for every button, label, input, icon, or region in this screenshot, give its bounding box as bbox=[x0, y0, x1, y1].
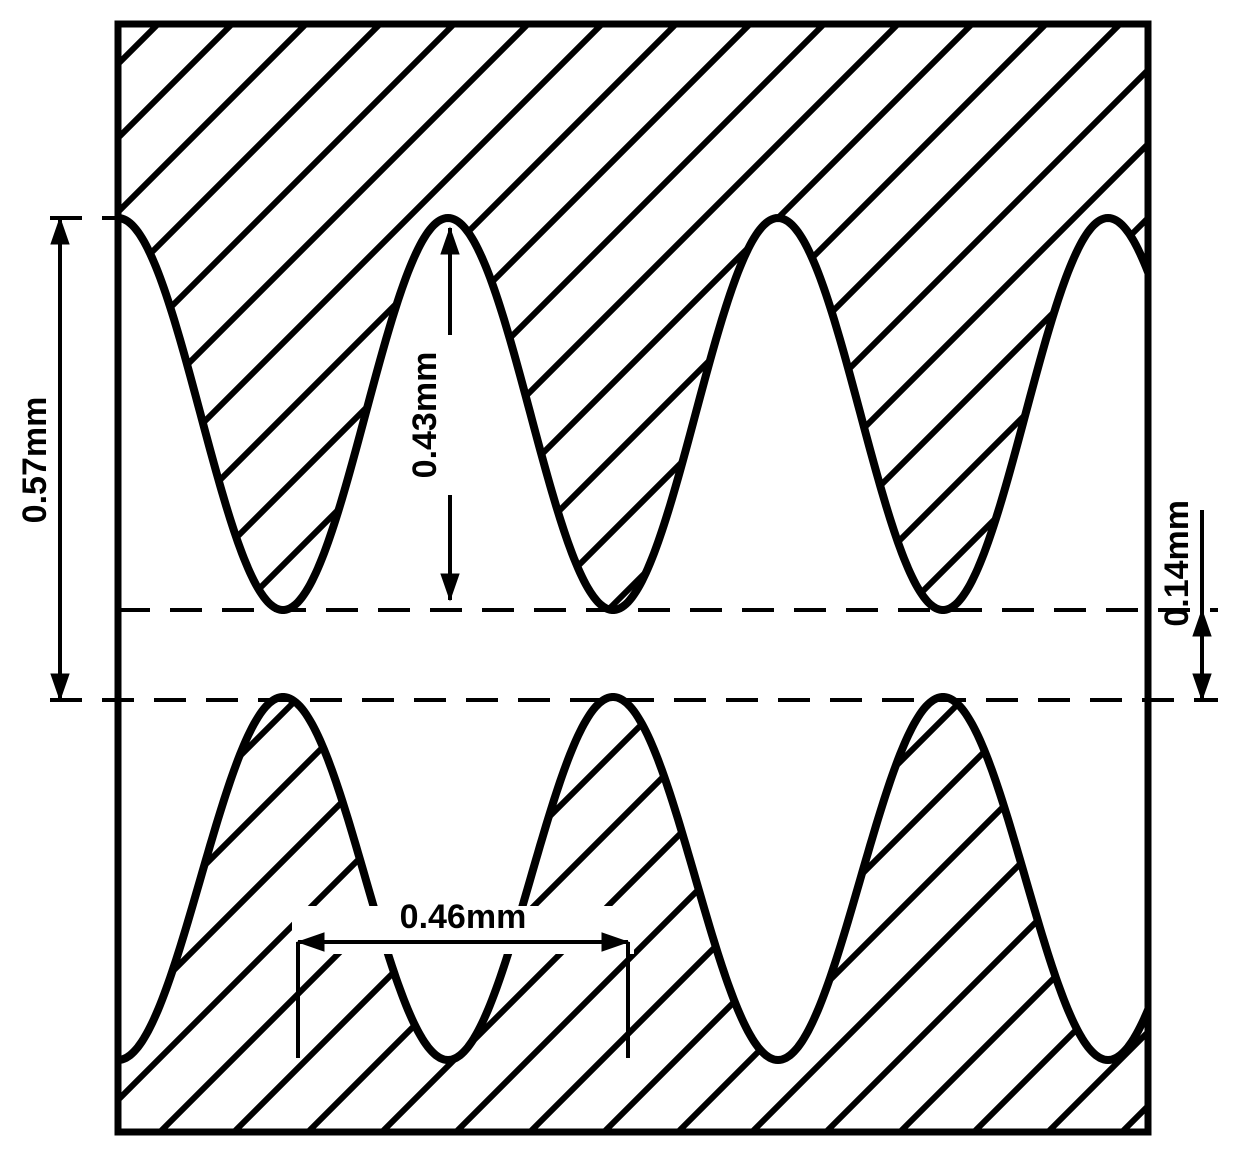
hatch-region bbox=[0, 0, 1240, 1162]
dim-wave-height-label: 0.43mm bbox=[406, 352, 444, 479]
dim-gap-label: 0.14mm bbox=[1158, 500, 1196, 627]
diagram-canvas: 0.57mm 0.43mm 0.14mm 0.46mm bbox=[0, 0, 1240, 1162]
clipped-content bbox=[0, 0, 1240, 1162]
dim-period-label: 0.46mm bbox=[400, 898, 527, 936]
dim-total-height-label: 0.57mm bbox=[16, 397, 54, 524]
